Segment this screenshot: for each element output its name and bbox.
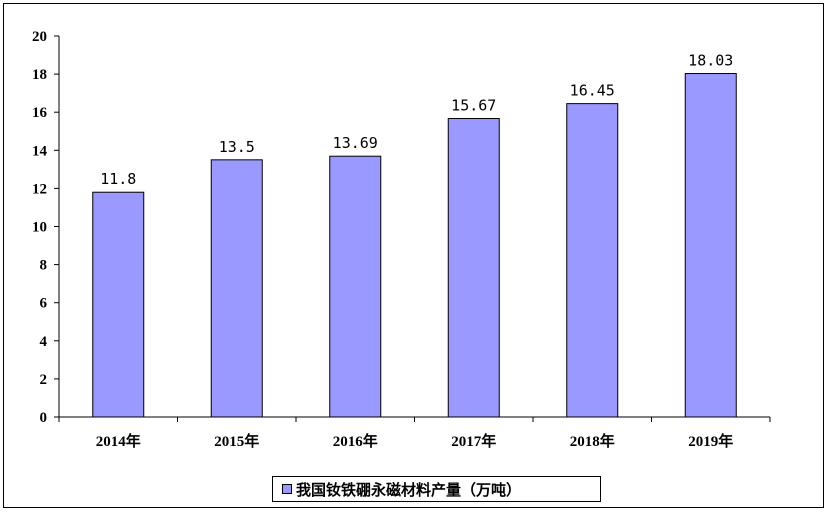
data-label: 11.8 (100, 170, 136, 188)
y-tick-label: 16 (32, 105, 48, 121)
y-tick-label: 12 (32, 181, 47, 197)
y-tick-label: 10 (32, 220, 47, 236)
bar (566, 103, 619, 418)
legend-swatch (282, 484, 292, 494)
bar (210, 159, 263, 418)
bar (329, 155, 382, 418)
x-tick-label: 2017年 (451, 432, 496, 450)
data-label: 18.03 (688, 52, 733, 70)
bar-chart: 0 2 4 6 8 10 12 14 16 18 20 11.8 2014年 13.5 2015年 13.69… (32, 29, 771, 450)
bar (684, 73, 737, 418)
data-label: 13.69 (333, 134, 378, 152)
y-tick-label: 2 (40, 372, 48, 388)
y-tick-label: 8 (40, 258, 48, 274)
legend: 我国钕铁硼永磁材料产量（万吨） (272, 476, 601, 502)
x-tick-label: 2019年 (688, 432, 733, 450)
x-tick-label: 2016年 (333, 432, 378, 450)
legend-label: 我国钕铁硼永磁材料产量（万吨） (296, 480, 522, 499)
y-tick-label: 4 (40, 334, 48, 350)
chart-frame: 0 2 4 6 8 10 12 14 16 18 20 11.8 2014年 13.5 2015年 13.69… (3, 3, 824, 508)
x-tick-label: 2015年 (214, 432, 259, 450)
x-tick-label: 2014年 (96, 432, 141, 450)
bar (447, 117, 500, 418)
y-tick-label: 0 (40, 410, 48, 426)
y-tick-label: 14 (32, 143, 48, 159)
x-tick-label: 2018年 (570, 432, 615, 450)
bar (92, 191, 145, 418)
y-tick-label: 18 (32, 67, 47, 83)
data-label: 15.67 (451, 96, 496, 114)
y-tick-label: 20 (32, 29, 47, 45)
data-label: 13.5 (219, 138, 255, 156)
y-tick-label: 6 (40, 296, 48, 312)
data-label: 16.45 (570, 82, 615, 100)
